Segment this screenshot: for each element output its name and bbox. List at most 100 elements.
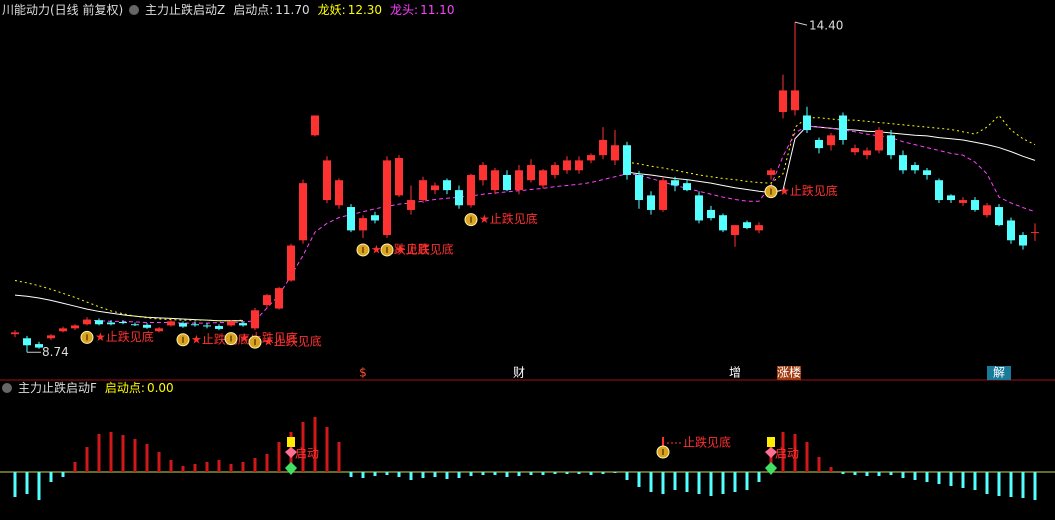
bar [205,462,209,472]
bar [373,472,377,476]
bar [589,472,593,475]
event-tag: 财 [513,366,525,380]
menu-icon[interactable] [2,383,12,393]
candle-body [251,310,259,329]
bar [181,466,185,472]
candle-body [431,185,439,191]
candle-body [815,139,823,149]
candle-body [95,320,103,325]
candle-body [407,200,415,210]
candle-body [971,200,979,210]
candle-body [83,319,91,325]
indicator-name: 主力止跌启动F [18,380,97,395]
bar [73,462,77,472]
candle-body [575,160,583,171]
candle-body [623,145,631,175]
bar [121,435,125,472]
bar [217,460,221,472]
candle-body [167,321,175,326]
signal-label: ★止跌见底 [263,334,322,349]
candle-body [647,195,655,210]
signal-label: ★止跌见底 [479,211,538,226]
bar [265,454,269,472]
candle-body [263,295,271,306]
bar [457,472,461,478]
legend-label: 启动点: [105,381,145,395]
candle-body [503,174,511,191]
bar [949,472,953,486]
candle-body [863,150,871,156]
bar [889,472,893,475]
legend-label: 龙头: [390,3,418,17]
bar [757,472,761,482]
candle-body [1019,235,1027,246]
bar [673,472,677,490]
bar [937,472,941,484]
candle-body [131,324,139,326]
start-icon [765,462,777,475]
bar [229,464,233,472]
candle-body [911,165,919,171]
menu-icon[interactable] [129,5,139,15]
pointer-line [794,21,808,26]
candle-body [347,207,355,231]
bar [481,472,485,475]
legend-value: 11.10 [420,3,454,17]
bar [13,472,17,497]
bar [505,472,509,477]
bar [913,472,917,480]
bar [853,472,857,475]
bar [337,442,341,472]
candle-body [311,115,319,136]
bar [421,472,425,478]
legend-label: 龙妖: [318,3,346,17]
candle-body [299,183,307,241]
event-tag: 涨楼 [777,365,801,380]
candle-body [719,215,727,231]
signal-label: ★止跌见底 [95,329,154,344]
signal-label: ★止跌见底 [395,241,454,256]
bar [145,444,149,472]
candle-body [371,215,379,221]
start-label: 启动 [775,447,799,461]
bar [685,472,689,492]
candle-body [731,225,739,236]
bar [361,472,365,478]
bar [397,472,401,477]
candle-body [563,160,571,171]
bar [613,472,617,473]
bar [61,472,65,477]
bar [637,472,641,487]
start-icon [287,437,295,447]
bar [445,472,449,479]
candle-body [527,165,535,181]
bar [793,434,797,472]
candle-body [791,90,799,111]
bar [1021,472,1025,498]
candle-body [899,155,907,171]
signal-label: ★止跌见底 [779,183,838,198]
bar [493,472,497,475]
bar [517,472,521,476]
candle-body [539,170,547,186]
candle-body [275,288,283,309]
candle-body [803,115,811,131]
bar [961,472,965,488]
bar [313,417,317,472]
legend-label: 启动点: [233,3,273,17]
bar [997,472,1001,496]
candle-body [923,170,931,175]
indicator-line [14,114,1036,322]
bar [193,464,197,472]
bar [817,457,821,472]
start-icon [765,447,777,458]
bar [253,458,257,472]
bar [553,472,557,474]
candle-body [827,135,835,146]
candle-body [359,218,367,231]
candle-body [959,200,967,203]
bar [661,472,665,494]
candle-body [479,165,487,181]
legend-value: 12.30 [348,3,382,17]
